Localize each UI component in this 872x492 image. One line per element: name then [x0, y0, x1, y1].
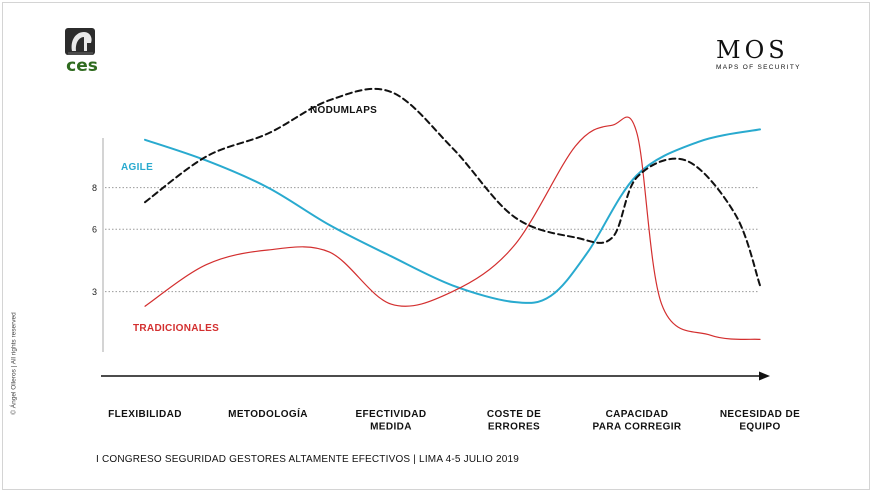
- series-layer: [144, 87, 761, 340]
- label-layer: 3 6 8 AGILE TRADICIONALES NODUMLAPS FLEXIBILID…: [92, 105, 800, 433]
- grid-layer: [105, 187, 758, 293]
- ces-logo-text: ces: [66, 56, 98, 76]
- series-line-agile: [144, 128, 761, 304]
- series-line-nodumlaps: [144, 87, 761, 287]
- mos-logo-mark: MOS: [716, 36, 789, 64]
- x-axis-arrow-icon: [759, 371, 770, 381]
- series-label-agile: AGILE: [121, 162, 153, 173]
- x-category-label: NECESIDAD DE EQUIPO: [720, 409, 800, 433]
- x-category-label: METODOLOGÍA: [228, 407, 308, 420]
- ces-logo: ces: [52, 28, 112, 76]
- x-category-label: EFECTIVIDAD MEDIDA: [355, 409, 426, 433]
- y-tick-label: 3: [92, 287, 97, 297]
- x-category-label: CAPACIDAD PARA CORREGIR: [592, 409, 681, 433]
- x-category-label: FLEXIBILIDAD: [108, 409, 182, 420]
- footer-caption: I CONGRESO SEGURIDAD GESTORES ALTAMENTE …: [96, 454, 520, 465]
- series-line-tradicionales: [144, 116, 761, 340]
- series-label-tradicionales: TRADICIONALES: [133, 323, 219, 334]
- y-tick-label: 8: [92, 183, 97, 193]
- mos-logo-subtitle: MAPS OF SECURITY: [716, 64, 801, 71]
- series-label-nodumlaps: NODUMLAPS: [310, 105, 377, 116]
- x-category-label: COSTE DE ERRORES: [487, 409, 541, 433]
- copyright-notice: © Ángel Olleros | All rights reserved: [10, 312, 18, 415]
- y-tick-label: 6: [92, 225, 97, 235]
- axis-layer: [101, 138, 770, 381]
- mos-logo: MOS MAPS OF SECURITY: [712, 36, 822, 76]
- helmet-icon: [65, 28, 95, 55]
